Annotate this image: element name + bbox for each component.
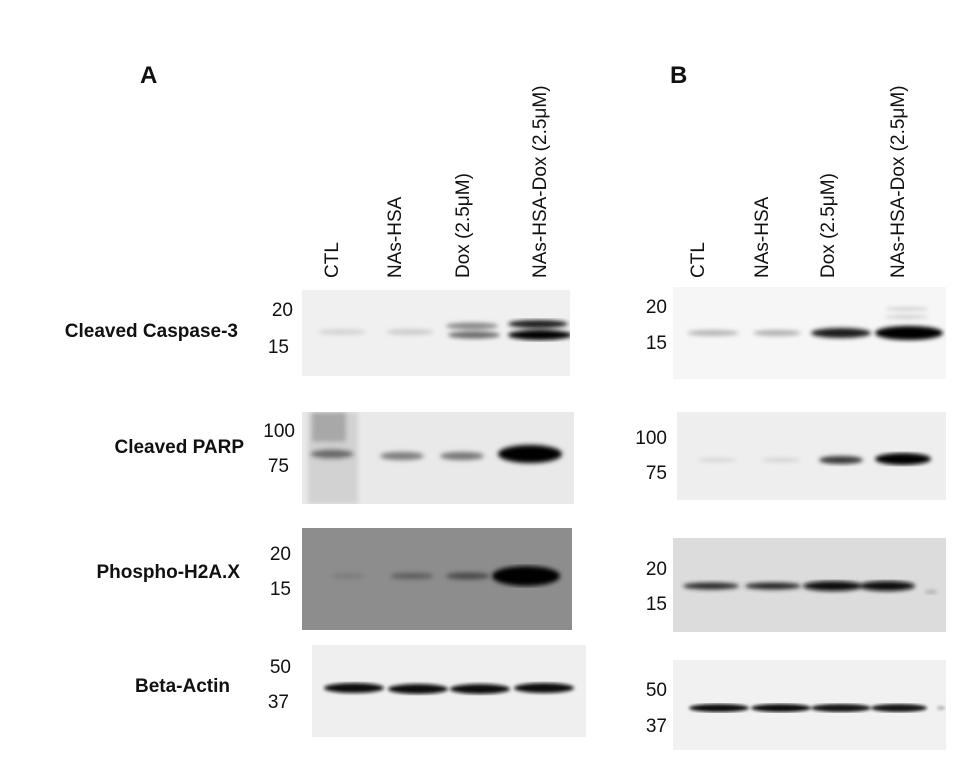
blot-a-cleaved-parp <box>302 412 574 504</box>
mw-marker: 100 <box>263 421 295 442</box>
blot-b-cleaved-parp <box>677 412 946 500</box>
mw-marker: 50 <box>269 657 291 678</box>
lane-label-dox-a: Dox (2.5μM) <box>453 173 474 278</box>
mw-marker: 15 <box>269 579 291 600</box>
mw-marker: 20 <box>645 559 667 580</box>
mw-marker: 15 <box>267 337 289 358</box>
mw-marker: 50 <box>645 680 667 701</box>
lane-label-nas-hsa-a: NAs-HSA <box>385 196 406 278</box>
mw-marker: 37 <box>645 716 667 737</box>
row-label-cleaved-caspase-3: Cleaved Caspase-3 <box>64 321 238 342</box>
blot-b-beta-actin <box>673 660 946 750</box>
lane-label-ctl-a: CTL <box>322 242 343 278</box>
mw-marker: 20 <box>269 544 291 565</box>
lane-label-nas-hsa-dox-a: NAs-HSA-Dox (2.5μM) <box>530 85 551 278</box>
lane-label-ctl-b: CTL <box>688 242 709 278</box>
mw-marker: 15 <box>645 333 667 354</box>
lane-label-nas-hsa-b: NAs-HSA <box>752 196 773 278</box>
mw-marker: 20 <box>271 300 293 321</box>
row-label-phospho-h2ax: Phospho-H2A.X <box>96 562 240 583</box>
row-label-beta-actin: Beta-Actin <box>134 676 230 697</box>
mw-marker: 37 <box>267 692 289 713</box>
row-label-cleaved-parp: Cleaved PARP <box>114 437 244 458</box>
blot-a-phospho-h2ax <box>302 528 572 630</box>
lane-label-dox-b: Dox (2.5μM) <box>818 173 839 278</box>
panel-letter-a: A <box>140 62 158 89</box>
blot-b-cleaved-caspase-3 <box>673 287 946 379</box>
panel-letter-b: B <box>670 62 688 89</box>
blot-a-beta-actin <box>312 645 586 737</box>
blot-b-phospho-h2ax <box>673 538 946 632</box>
mw-marker: 75 <box>267 456 289 477</box>
mw-marker: 15 <box>645 594 667 615</box>
mw-marker: 20 <box>645 297 667 318</box>
lane-label-nas-hsa-dox-b: NAs-HSA-Dox (2.5μM) <box>888 85 909 278</box>
mw-marker: 100 <box>635 428 667 449</box>
blot-a-cleaved-caspase-3 <box>302 290 570 376</box>
mw-marker: 75 <box>645 463 667 484</box>
